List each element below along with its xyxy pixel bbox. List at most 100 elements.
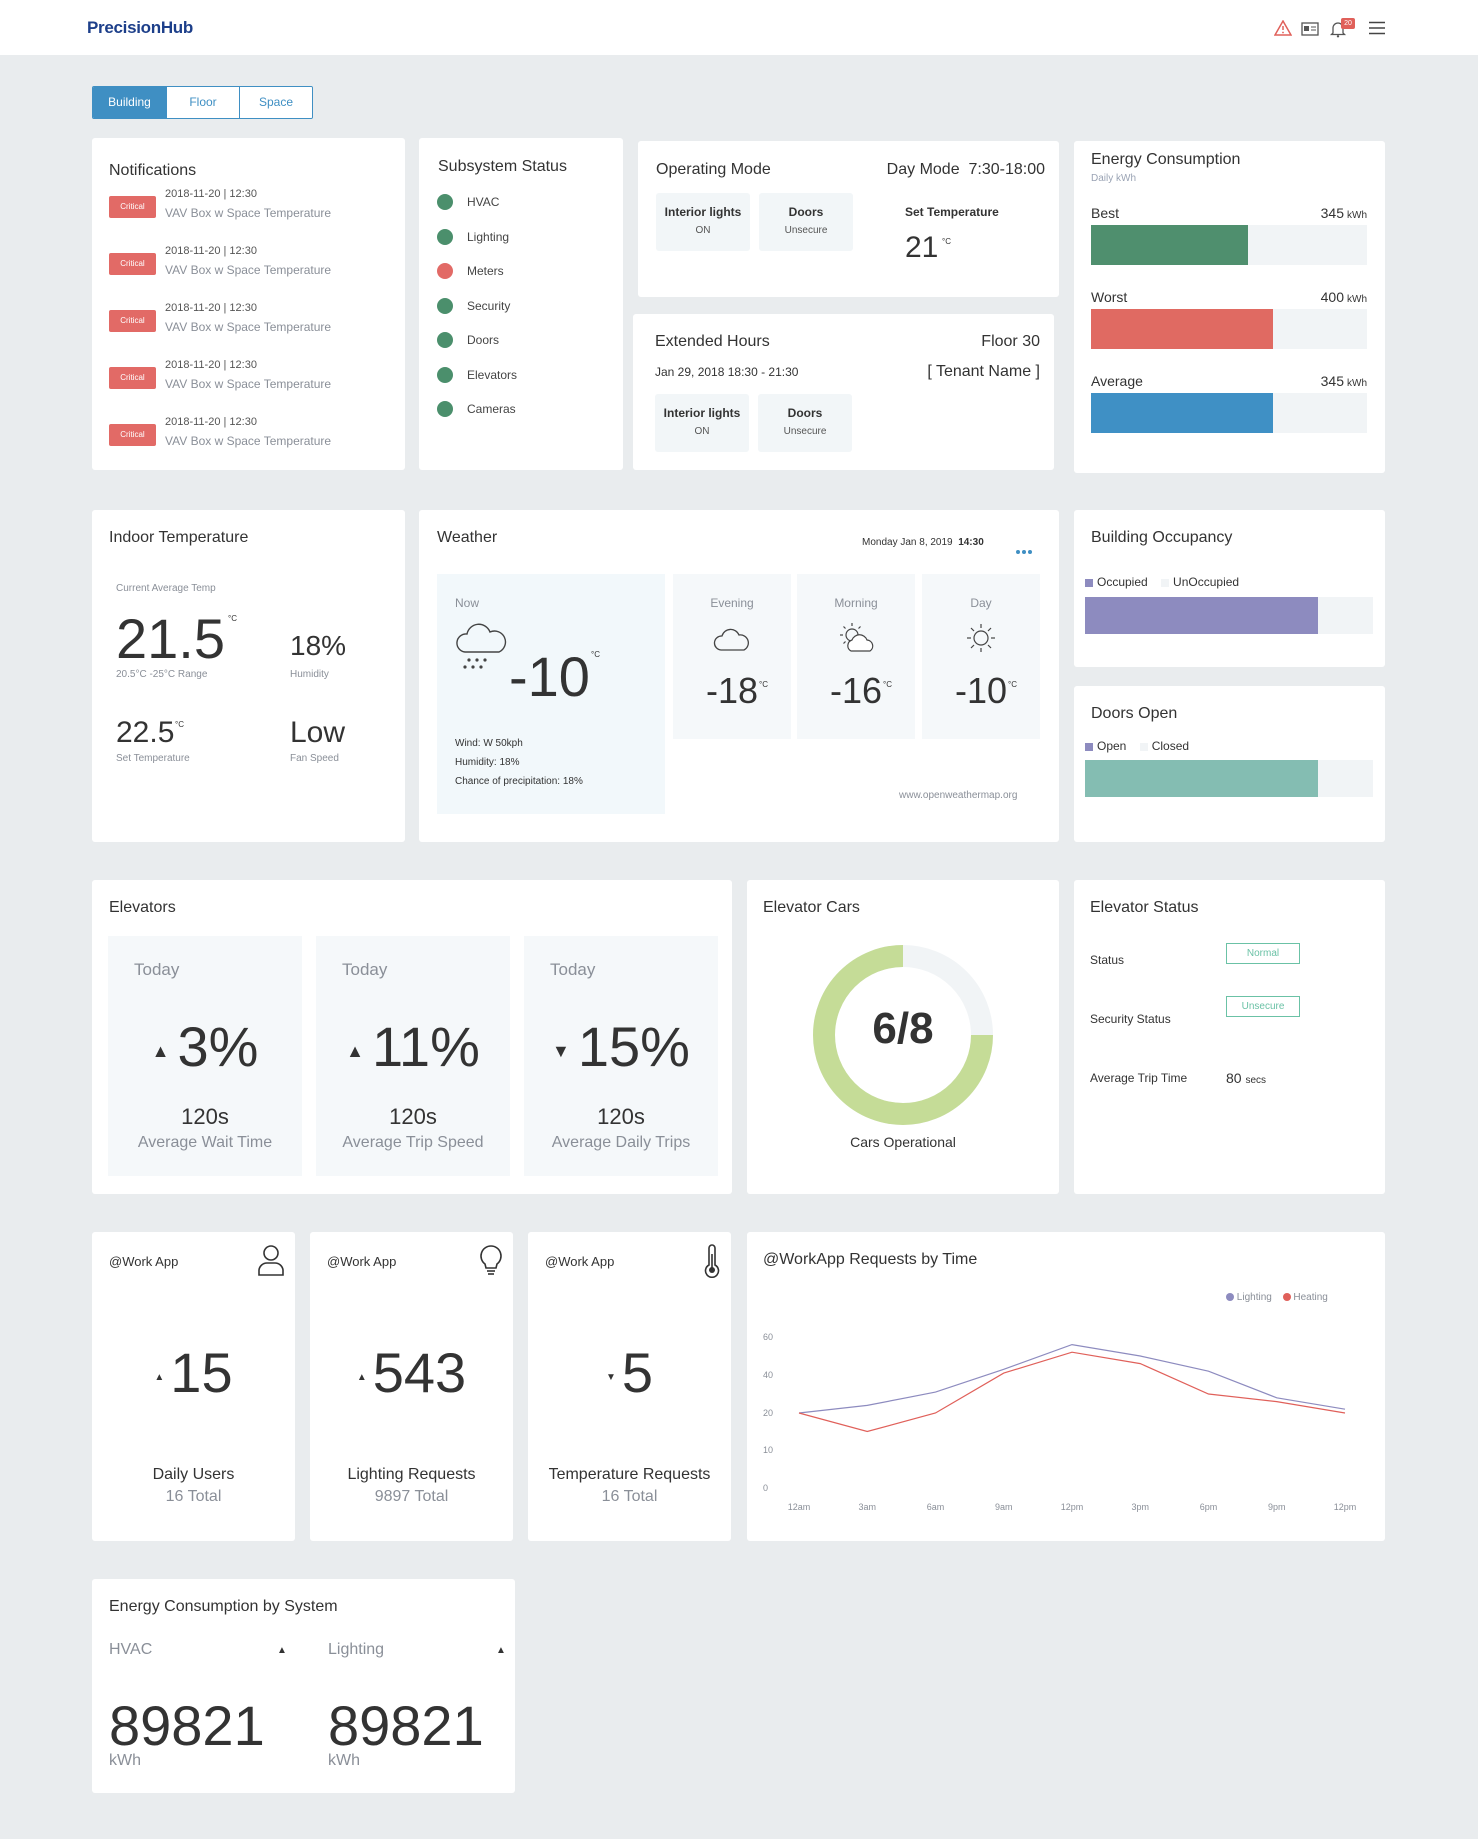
chart-title: @WorkApp Requests by Time: [763, 1251, 978, 1268]
status-dot: [437, 263, 453, 279]
bell-icon[interactable]: [1329, 20, 1347, 43]
energy-value-number: 400: [1320, 289, 1344, 305]
unit-label: °C: [1008, 680, 1017, 689]
notification-text[interactable]: VAV Box w Space Temperature: [165, 377, 332, 391]
metric-period: Today: [134, 960, 180, 979]
status-badge: Normal: [1226, 943, 1300, 964]
warning-icon[interactable]: [1273, 19, 1293, 41]
notification-count-badge: 20: [1341, 18, 1355, 29]
subsystem-label[interactable]: Lighting: [467, 229, 510, 244]
energy-row-value: 400 kWh: [1321, 289, 1367, 305]
caret-up-icon[interactable]: ▲: [496, 1645, 506, 1656]
workapp-title: @Work App: [109, 1254, 179, 1269]
elevator-status-card: Elevator Status Status Normal Security S…: [1074, 880, 1385, 1194]
energy-value-number: 345: [1320, 205, 1344, 221]
caret-up-icon[interactable]: ▲: [277, 1645, 287, 1656]
card-subtitle: Daily kWh: [1091, 173, 1137, 184]
more-options-icon[interactable]: [1015, 542, 1033, 560]
id-card-icon[interactable]: [1301, 22, 1319, 41]
chart-legend: Lighting Heating: [1226, 1292, 1328, 1303]
metric-value: 120s: [597, 1104, 645, 1129]
forecast-label: Evening: [710, 596, 754, 610]
interior-lights-pill: Interior lights ON: [656, 193, 750, 251]
card-title: Indoor Temperature: [109, 529, 249, 546]
floor-label: Floor 30: [981, 333, 1040, 350]
unit-label: °C: [228, 614, 237, 623]
app-logo[interactable]: PrecisionHub: [87, 18, 193, 37]
subsystem-label[interactable]: Elevators: [467, 367, 518, 382]
trip-time-label: Average Trip Time: [1090, 1071, 1188, 1085]
energy-value-unit: kWh: [1347, 210, 1367, 221]
operating-mode-card: Operating Mode Day Mode 7:30-18:00 Inter…: [638, 141, 1059, 297]
subsystem-label[interactable]: HVAC: [467, 195, 500, 209]
mode-hours: 7:30-18:00: [968, 161, 1045, 178]
unit-label: °C: [759, 680, 768, 689]
occupancy-bar-fill: [1085, 597, 1319, 634]
workapp-total: 16 Total: [601, 1488, 658, 1505]
energy-row-label: Worst: [1091, 289, 1128, 305]
doors-open-card: Doors Open Open Closed: [1074, 686, 1385, 842]
doors-pill: Doors Unsecure: [758, 394, 852, 452]
metric-caption: Average Trip Speed: [342, 1134, 484, 1151]
legend-dot-heating: [1282, 1293, 1291, 1302]
system-value: 89821: [328, 1694, 484, 1757]
occupancy-legend: Occupied UnOccupied: [1085, 575, 1239, 589]
critical-badge: Critical: [109, 310, 156, 332]
subsystem-label[interactable]: Meters: [467, 264, 504, 278]
trip-time-unit: secs: [1245, 1075, 1267, 1086]
energy-row-label: Best: [1091, 205, 1120, 221]
tab-floor[interactable]: Floor: [166, 87, 239, 118]
notification-date: 2018-11-20 | 12:30: [165, 416, 257, 428]
security-status-label: Security Status: [1090, 1012, 1171, 1026]
x-tick-label: 12pm: [1061, 1502, 1084, 1512]
humidity-label: Humidity: [290, 669, 329, 680]
extended-date: Jan 29, 2018 18:30 - 21:30: [655, 365, 799, 379]
legend-swatch: [1139, 742, 1148, 751]
notification-text[interactable]: VAV Box w Space Temperature: [165, 434, 332, 448]
y-tick-label: 0: [763, 1483, 768, 1493]
metric-percent-value: 3%: [177, 1015, 259, 1078]
energy-bar-track: [1091, 393, 1367, 433]
temp-range-label: 20.5°C -25°C Range: [116, 669, 208, 680]
notification-text[interactable]: VAV Box w Space Temperature: [165, 206, 332, 220]
menu-icon[interactable]: [1369, 21, 1385, 40]
card-title: Elevator Status: [1090, 899, 1199, 916]
arrow-up-icon: ▲: [346, 1040, 364, 1061]
current-temp-value: 21.5: [116, 607, 225, 670]
humidity-value: 18%: [290, 630, 347, 661]
energy-bar-fill: [1091, 393, 1274, 433]
weather-time: 14:30: [958, 537, 984, 548]
workapp-requests-chart-card: @WorkApp Requests by Time Lighting Heati…: [747, 1232, 1385, 1541]
subsystem-label[interactable]: Security: [467, 298, 511, 313]
card-title: Elevator Cars: [763, 899, 860, 916]
forecast-label: Day: [970, 596, 992, 610]
weather-source[interactable]: www.openweathermap.org: [899, 790, 1018, 801]
notification-text[interactable]: VAV Box w Space Temperature: [165, 263, 332, 277]
subsystem-status-card: Subsystem Status HVAC Lighting Meters Secur…: [419, 138, 623, 470]
workapp-value: ▼ 5: [528, 1340, 731, 1405]
notification-text[interactable]: VAV Box w Space Temperature: [165, 320, 332, 334]
workapp-title: @Work App: [545, 1254, 615, 1269]
system-label: Lighting: [328, 1641, 385, 1658]
snow-cloud-icon: [453, 622, 509, 677]
subsystem-label[interactable]: Cameras: [467, 402, 516, 416]
metric-percent: ▲ 11%: [316, 1014, 510, 1079]
workapp-value-number: 5: [621, 1341, 654, 1404]
tab-space[interactable]: Space: [239, 87, 312, 118]
pill-label: Doors: [788, 205, 824, 219]
metric-percent-value: 11%: [371, 1015, 480, 1078]
x-tick-label: 12am: [788, 1502, 811, 1512]
energy-value-number: 345: [1320, 373, 1344, 389]
interior-lights-pill: Interior lights ON: [655, 394, 749, 452]
metric-value: 120s: [389, 1104, 437, 1129]
subsystem-label[interactable]: Doors: [467, 333, 500, 347]
workapp-value: ▲ 543: [310, 1340, 513, 1405]
card-title: Doors Open: [1091, 705, 1178, 722]
y-tick-label: 60: [763, 1332, 773, 1342]
forecast-day: Day -10 °C: [922, 574, 1040, 739]
arrow-up-icon: ▲: [356, 1371, 367, 1383]
y-tick-label: 10: [763, 1445, 773, 1455]
tab-building[interactable]: Building: [93, 87, 166, 118]
workapp-value-number: 15: [170, 1341, 233, 1404]
doors-pill: Doors Unsecure: [759, 193, 853, 251]
